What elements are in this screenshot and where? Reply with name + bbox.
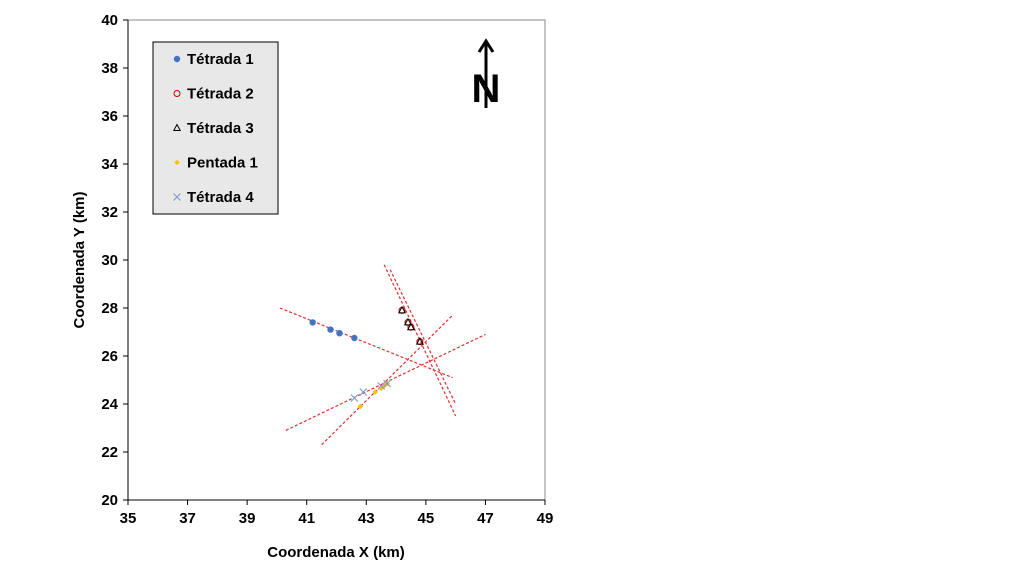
y-tick-label: 22 [101,444,118,461]
fit-line [383,264,457,417]
legend-marker-1 [173,55,181,63]
y-tick-label: 26 [101,348,118,365]
legend-label-5: Tétrada 4 [187,189,254,206]
point-series-1 [327,326,334,333]
fit-line [279,307,453,379]
fit-line [321,314,454,446]
y-tick-label: 36 [101,108,118,125]
north-label: N [472,67,501,111]
series-marks [309,305,424,410]
point-series-3 [403,317,413,326]
y-axis: 20 22 24 26 28 30 32 34 36 38 40 [101,12,129,509]
legend-label-2: Tétrada 2 [187,86,254,103]
x-tick-label: 47 [477,510,494,527]
point-series-1 [309,319,316,326]
y-tick-label: 38 [101,60,118,77]
point-series-5 [383,379,392,388]
x-tick-label: 39 [239,510,256,527]
point-series-3 [397,305,407,314]
x-tick-label: 37 [179,510,196,527]
y-tick-label: 20 [101,492,118,509]
point-series-1 [351,334,358,342]
x-tick-label: 35 [120,510,137,527]
x-tick-label: 43 [358,510,375,527]
point-series-5 [350,394,359,402]
y-tick-label: 40 [101,12,118,29]
y-tick-label: 28 [101,300,118,317]
legend: Tétrada 1 Tétrada 2 Tétrada 3 Pentada 1 Tétr… [152,41,279,215]
x-tick-label: 45 [418,510,435,527]
legend-label-4: Pentada 1 [187,155,258,172]
point-series-1 [336,330,343,337]
x-tick-label: 41 [298,510,315,527]
y-tick-label: 32 [101,204,118,221]
x-tick-label: 49 [537,510,554,527]
legend-marker-4 [174,159,180,166]
y-tick-label: 24 [101,396,118,413]
legend-label-3: Tétrada 3 [187,120,254,137]
x-axis-title: Coordenada X (km) [267,544,405,561]
point-series-3 [415,337,424,345]
legend-marker-5 [173,193,181,201]
y-axis-title: Coordenada Y (km) [71,192,88,329]
point-series-4 [357,403,364,410]
legend-box [152,41,279,215]
x-axis: 35 37 39 41 43 45 47 49 [120,499,554,527]
legend-marker-2 [173,90,181,97]
point-series-4 [372,389,379,395]
legend-label-1: Tétrada 1 [187,51,254,68]
y-tick-label: 34 [101,156,118,173]
point-series-5 [377,382,386,390]
north-arrow-icon: N [472,38,501,111]
point-series-3 [406,322,415,331]
y-tick-label: 30 [101,252,118,269]
point-series-5 [359,388,368,396]
legend-marker-3 [172,123,182,131]
